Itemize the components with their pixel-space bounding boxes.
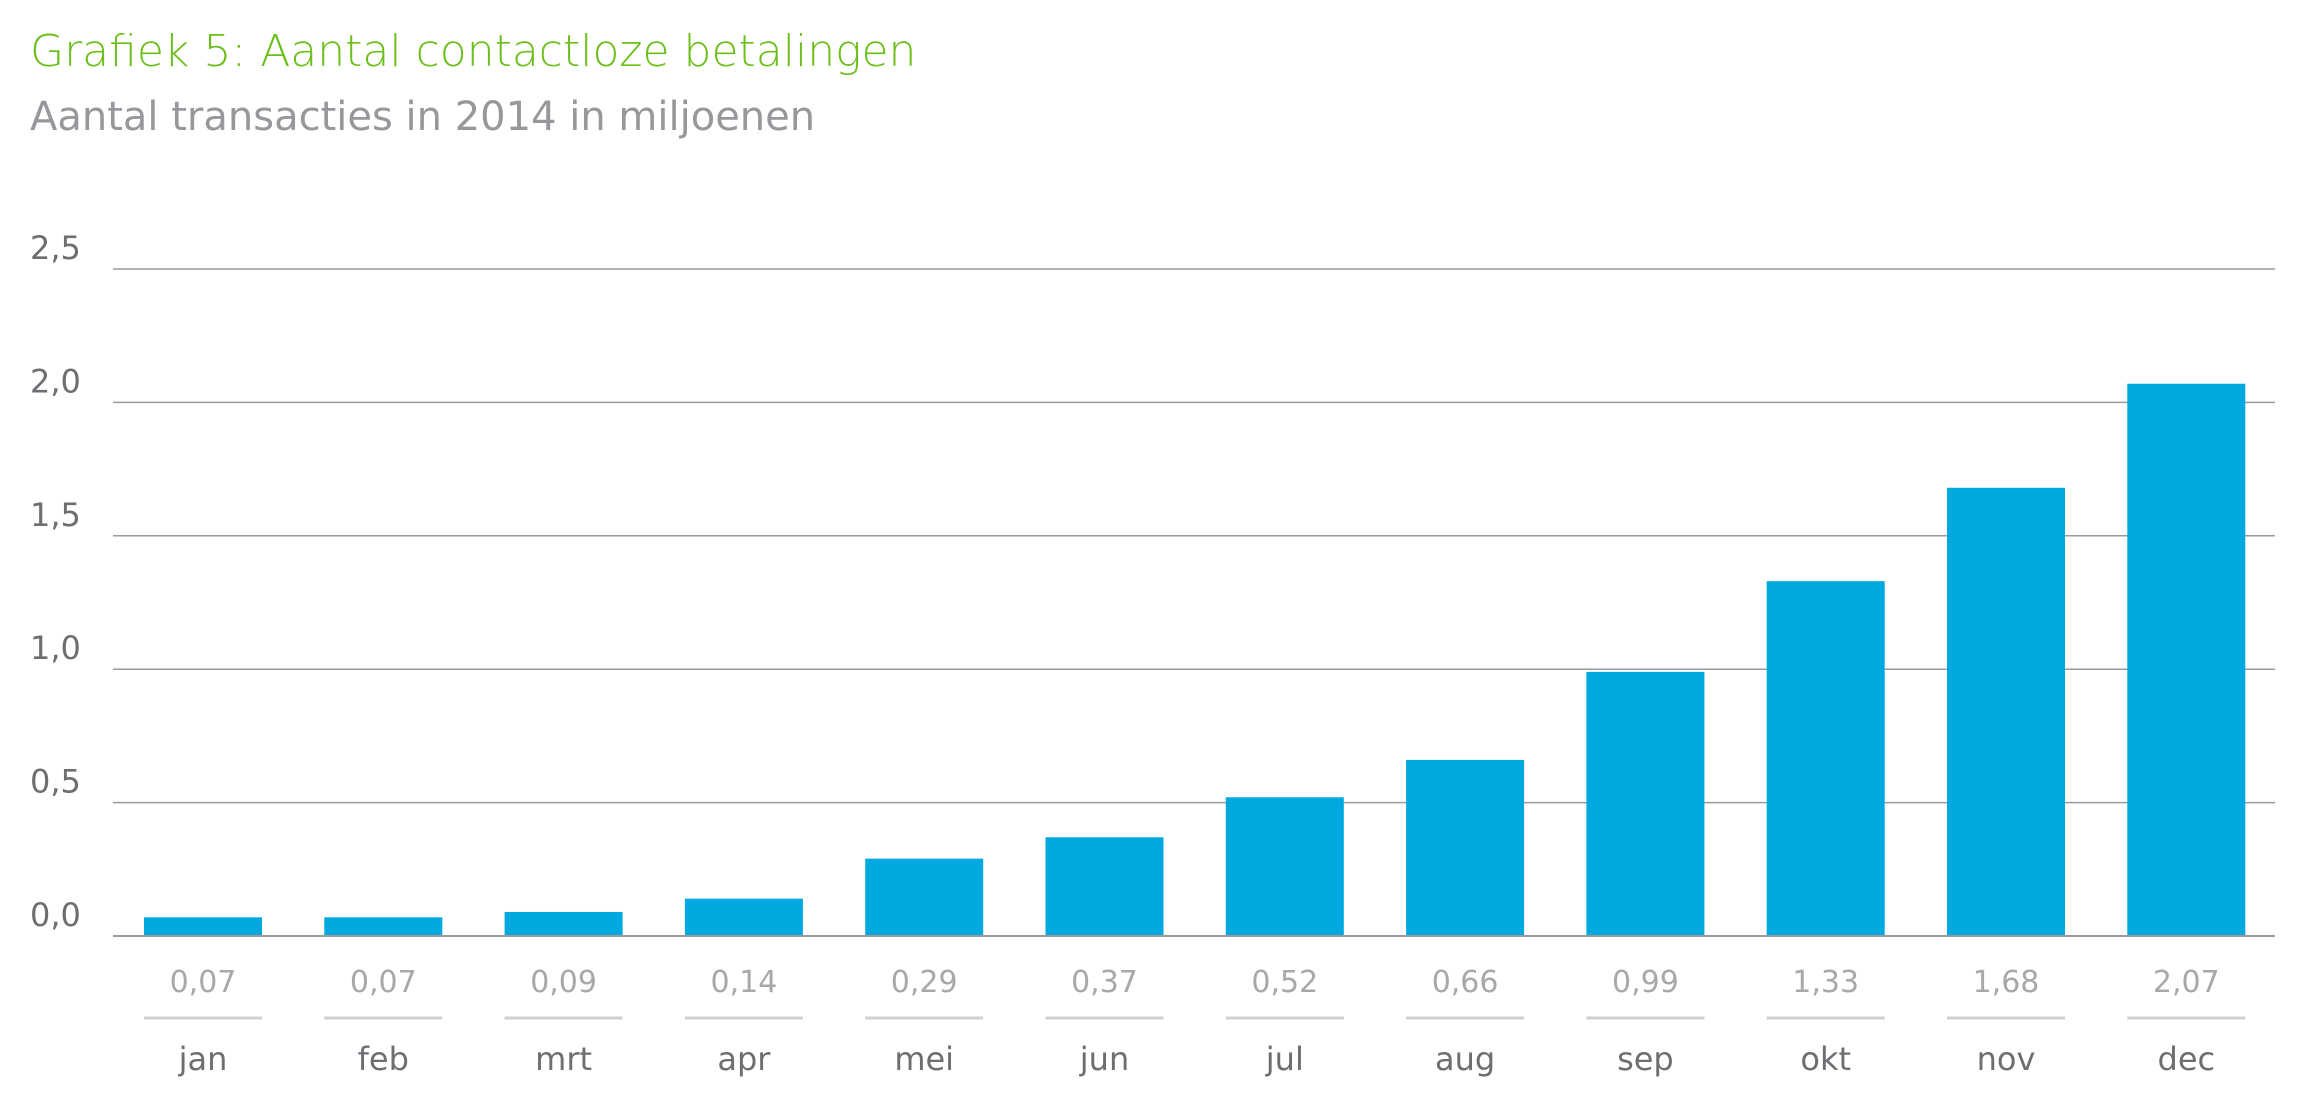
y-tick-label: 1,0 (30, 629, 81, 667)
data-label: 0,07 (350, 965, 417, 1000)
data-label: 0,37 (1071, 965, 1138, 1000)
x-tick-label: mrt (535, 1040, 592, 1078)
x-tick-label: jun (1079, 1040, 1129, 1078)
bar-dec (2127, 383, 2246, 935)
x-tick-label: dec (2158, 1040, 2216, 1078)
x-tick-label: nov (1977, 1040, 2036, 1078)
bar-nov (1947, 487, 2065, 935)
bar-okt (1766, 581, 1885, 935)
y-tick-label: 1,5 (30, 496, 81, 534)
x-tick-label: aug (1435, 1040, 1495, 1078)
chart-title: Grafiek 5: Aantal contactloze betalingen (30, 26, 917, 77)
x-tick-label: sep (1617, 1040, 1674, 1078)
bar-mei (865, 858, 984, 935)
data-label: 0,07 (170, 965, 237, 1000)
data-label: 0,09 (530, 965, 597, 1000)
bar-jan (144, 917, 262, 935)
data-label: 0,66 (1432, 965, 1499, 1000)
y-tick-label: 2,0 (30, 362, 81, 400)
x-tick-label: jul (1265, 1040, 1304, 1078)
data-label: 0,99 (1612, 965, 1679, 1000)
x-tick-label: apr (717, 1040, 771, 1078)
bar-apr (684, 898, 803, 935)
y-tick-label: 0,5 (30, 763, 81, 801)
chart-subtitle: Aantal transacties in 2014 in miljoenen (30, 94, 816, 140)
x-tick-label: okt (1800, 1040, 1851, 1078)
bar-sep (1586, 671, 1705, 935)
x-tick-label: jan (178, 1040, 228, 1078)
bar-mrt (504, 911, 623, 935)
bar-jul (1225, 797, 1344, 935)
bar-aug (1406, 759, 1525, 935)
x-tick-label: mei (894, 1040, 954, 1078)
x-tick-label: feb (358, 1040, 409, 1078)
data-label: 0,52 (1251, 965, 1318, 1000)
bar-feb (324, 917, 443, 935)
data-label: 1,33 (1792, 965, 1859, 1000)
data-label: 1,68 (1973, 965, 2040, 1000)
y-tick-label: 0,0 (30, 896, 81, 934)
bar-jun (1045, 837, 1164, 935)
data-label: 2,07 (2153, 965, 2220, 1000)
data-label: 0,14 (711, 965, 778, 1000)
data-label: 0,29 (891, 965, 958, 1000)
y-tick-label: 2,5 (30, 229, 81, 267)
